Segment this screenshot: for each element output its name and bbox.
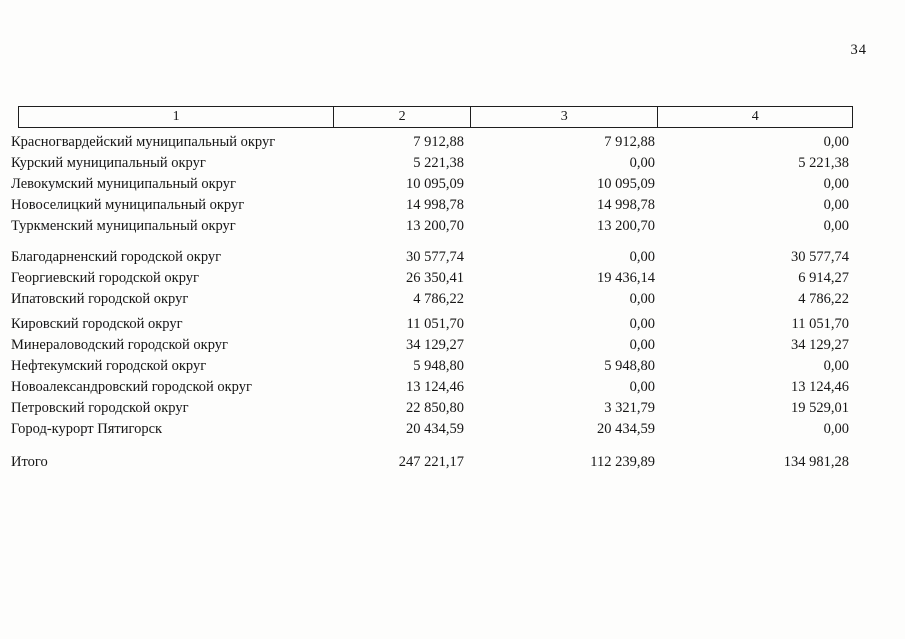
table-header-row: 1 2 3 4 bbox=[18, 106, 853, 128]
column-header-2: 2 bbox=[333, 107, 470, 127]
district-name-cell: Минераловодский городской округ bbox=[11, 337, 228, 353]
value-cell: 7 912,88 bbox=[413, 134, 464, 150]
total-value-cell: 134 981,28 bbox=[783, 454, 849, 470]
table-row: Нефтекумский городской округ 5 948,80 5 … bbox=[11, 356, 853, 377]
value-cell: 3 321,79 bbox=[604, 400, 655, 416]
table-row: Благодарненский городской округ 30 577,7… bbox=[11, 247, 853, 268]
table-row: Кировский городской округ 11 051,70 0,00… bbox=[11, 314, 853, 335]
district-name-cell: Благодарненский городской округ bbox=[11, 249, 222, 265]
district-name-cell: Нефтекумский городской округ bbox=[11, 358, 207, 374]
district-name-cell: Левокумский муниципальный округ bbox=[11, 176, 236, 192]
value-cell: 22 850,80 bbox=[406, 400, 464, 416]
table-row: Георгиевский городской округ 26 350,41 1… bbox=[11, 268, 853, 289]
data-table: 1 2 3 4 Красногвардейский муниципальный … bbox=[11, 106, 853, 473]
total-value-cell: 247 221,17 bbox=[398, 454, 464, 470]
district-name-cell: Ипатовский городской округ bbox=[11, 291, 189, 307]
value-cell: 5 221,38 bbox=[413, 155, 464, 171]
value-cell: 34 129,27 bbox=[791, 337, 849, 353]
district-name-cell: Кировский городской округ bbox=[11, 316, 183, 332]
value-cell: 14 998,78 bbox=[597, 197, 655, 213]
district-name-cell: Город-курорт Пятигорск bbox=[11, 421, 163, 437]
value-cell: 0,00 bbox=[629, 249, 655, 265]
value-cell: 4 786,22 bbox=[413, 291, 464, 307]
value-cell: 13 200,70 bbox=[406, 218, 464, 234]
value-cell: 10 095,09 bbox=[406, 176, 464, 192]
page-number: 34 bbox=[850, 42, 867, 58]
value-cell: 10 095,09 bbox=[597, 176, 655, 192]
table-row: Новоалександровский городской округ 13 1… bbox=[11, 377, 853, 398]
value-cell: 0,00 bbox=[629, 316, 655, 332]
value-cell: 20 434,59 bbox=[597, 421, 655, 437]
total-label-cell: Итого bbox=[11, 454, 48, 470]
table-row: Курский муниципальный округ 5 221,38 0,0… bbox=[11, 153, 853, 174]
column-header-3: 3 bbox=[469, 107, 658, 127]
value-cell: 14 998,78 bbox=[406, 197, 464, 213]
value-cell: 0,00 bbox=[823, 218, 849, 234]
value-cell: 34 129,27 bbox=[406, 337, 464, 353]
table-row: Минераловодский городской округ 34 129,2… bbox=[11, 335, 853, 356]
row-group-gap bbox=[11, 440, 853, 452]
value-cell: 0,00 bbox=[629, 291, 655, 307]
district-name-cell: Красногвардейский муниципальный округ bbox=[11, 134, 276, 150]
value-cell: 7 912,88 bbox=[604, 134, 655, 150]
district-name-cell: Курский муниципальный округ bbox=[11, 155, 206, 171]
value-cell: 13 124,46 bbox=[406, 379, 464, 395]
district-name-cell: Новоалександровский городской округ bbox=[11, 379, 252, 395]
district-name-cell: Петровский городской округ bbox=[11, 400, 189, 416]
value-cell: 0,00 bbox=[629, 155, 655, 171]
value-cell: 19 529,01 bbox=[791, 400, 849, 416]
value-cell: 20 434,59 bbox=[406, 421, 464, 437]
value-cell: 4 786,22 bbox=[798, 291, 849, 307]
value-cell: 26 350,41 bbox=[406, 270, 464, 286]
column-header-1: 1 bbox=[172, 109, 180, 124]
table-row: Красногвардейский муниципальный округ 7 … bbox=[11, 132, 853, 153]
district-name-cell: Новоселицкий муниципальный округ bbox=[11, 197, 245, 213]
table-row: Петровский городской округ 22 850,80 3 3… bbox=[11, 398, 853, 419]
value-cell: 0,00 bbox=[823, 197, 849, 213]
value-cell: 0,00 bbox=[629, 379, 655, 395]
table-row: Ипатовский городской округ 4 786,22 0,00… bbox=[11, 289, 853, 310]
value-cell: 11 051,70 bbox=[791, 316, 849, 332]
value-cell: 5 221,38 bbox=[798, 155, 849, 171]
table-row: Левокумский муниципальный округ 10 095,0… bbox=[11, 174, 853, 195]
district-name-cell: Туркменский муниципальный округ bbox=[11, 218, 236, 234]
value-cell: 30 577,74 bbox=[791, 249, 849, 265]
table-row: Новоселицкий муниципальный округ 14 998,… bbox=[11, 195, 853, 216]
total-value-cell: 112 239,89 bbox=[590, 454, 655, 470]
value-cell: 0,00 bbox=[823, 176, 849, 192]
table-row: Туркменский муниципальный округ 13 200,7… bbox=[11, 216, 853, 237]
value-cell: 6 914,27 bbox=[798, 270, 849, 286]
value-cell: 13 124,46 bbox=[791, 379, 849, 395]
table-row: Город-курорт Пятигорск 20 434,59 20 434,… bbox=[11, 419, 853, 440]
total-row: Итого 247 221,17 112 239,89 134 981,28 bbox=[11, 452, 853, 473]
value-cell: 11 051,70 bbox=[406, 316, 464, 332]
table-body: Красногвардейский муниципальный округ 7 … bbox=[11, 132, 853, 473]
value-cell: 5 948,80 bbox=[604, 358, 655, 374]
value-cell: 19 436,14 bbox=[597, 270, 655, 286]
value-cell: 0,00 bbox=[823, 421, 849, 437]
column-header-4: 4 bbox=[657, 107, 852, 127]
value-cell: 5 948,80 bbox=[413, 358, 464, 374]
value-cell: 0,00 bbox=[629, 337, 655, 353]
value-cell: 30 577,74 bbox=[406, 249, 464, 265]
value-cell: 13 200,70 bbox=[597, 218, 655, 234]
value-cell: 0,00 bbox=[823, 358, 849, 374]
value-cell: 0,00 bbox=[823, 134, 849, 150]
row-group-gap bbox=[11, 237, 853, 247]
district-name-cell: Георгиевский городской округ bbox=[11, 270, 199, 286]
